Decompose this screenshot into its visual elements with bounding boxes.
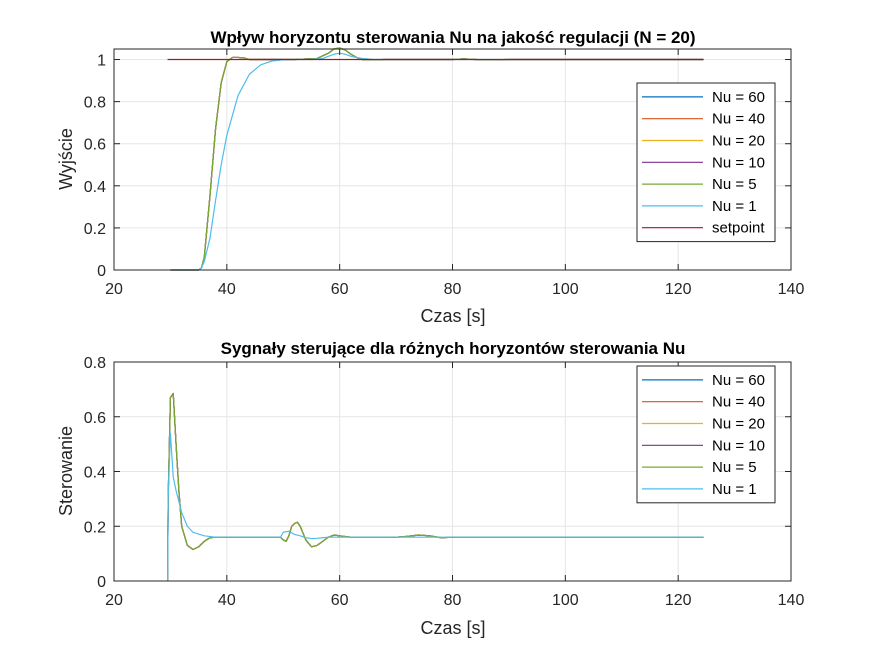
output-ticks: 20 40 60 80 100 120 140 0 0.2 0.4 0.6 0.8 1 — [84, 49, 805, 298]
control-x-axis-label: Czas [s] — [420, 618, 485, 638]
control-x-tick-label: 100 — [552, 592, 579, 609]
output-chart-title: Wpływ horyzontu sterowania Nu na jakość … — [210, 28, 695, 47]
output-x-tick-label: 20 — [105, 281, 123, 298]
output-y-tick-label: 1 — [97, 53, 106, 70]
control-y-tick-label: 0.8 — [84, 355, 106, 372]
control-legend[interactable]: Nu = 60 Nu = 40 Nu = 20 Nu = 10 Nu = 5 Nu = 1 — [636, 365, 776, 504]
control-x-tick-label: 80 — [444, 592, 462, 609]
output-x-axis-label: Czas [s] — [420, 306, 485, 326]
control-legend-label-nu-20: Nu = 20 — [712, 416, 765, 433]
control-ticks: 20 40 60 80 100 120 140 0 0.2 0.4 0.6 0.8 — [84, 355, 805, 609]
control-x-tick-label: 60 — [331, 592, 349, 609]
output-legend-label-nu-1: Nu = 1 — [712, 198, 757, 215]
control-legend-label-nu-40: Nu = 40 — [712, 394, 765, 411]
output-legend-label-nu-60: Nu = 60 — [712, 89, 765, 106]
control-series-group — [167, 392, 704, 582]
output-y-axis-label: Wyjście — [56, 128, 76, 190]
output-x-tick-label: 100 — [552, 281, 579, 298]
output-legend-label-setpoint: setpoint — [712, 220, 765, 237]
output-x-tick-label: 40 — [218, 281, 236, 298]
output-y-tick-label: 0.2 — [84, 221, 106, 238]
output-x-tick-label: 60 — [331, 281, 349, 298]
control-x-tick-label: 140 — [778, 592, 805, 609]
control-series-line-nu-5 — [167, 392, 704, 582]
output-y-tick-label: 0.8 — [84, 95, 106, 112]
output-legend[interactable]: Nu = 60 Nu = 40 Nu = 20 Nu = 10 Nu = 5 Nu = 1… — [636, 82, 776, 243]
control-y-tick-label: 0.4 — [84, 465, 106, 482]
control-x-tick-label: 120 — [665, 592, 692, 609]
control-series-line-nu-1 — [167, 432, 704, 582]
output-subplot: Wpływ horyzontu sterowania Nu na jakość … — [56, 28, 804, 326]
control-legend-label-nu-60: Nu = 60 — [712, 372, 765, 389]
control-legend-label-nu-5: Nu = 5 — [712, 459, 757, 476]
control-legend-box — [636, 365, 776, 504]
output-x-tick-label: 80 — [444, 281, 462, 298]
output-legend-label-nu-10: Nu = 10 — [712, 154, 765, 171]
output-y-tick-label: 0 — [97, 263, 106, 280]
control-y-tick-label: 0.2 — [84, 519, 106, 536]
control-y-tick-label: 0.6 — [84, 410, 106, 427]
control-chart-title: Sygnały sterujące dla różnych horyzontów… — [221, 339, 686, 358]
control-x-tick-label: 40 — [218, 592, 236, 609]
control-y-axis-label: Sterowanie — [56, 426, 76, 516]
control-x-tick-label: 20 — [105, 592, 123, 609]
control-legend-label-nu-10: Nu = 10 — [712, 437, 765, 454]
output-legend-label-nu-20: Nu = 20 — [712, 133, 765, 150]
control-y-tick-label: 0 — [97, 574, 106, 591]
control-legend-label-nu-1: Nu = 1 — [712, 481, 757, 498]
control-subplot: Sygnały sterujące dla różnych horyzontów… — [56, 339, 804, 638]
output-legend-label-nu-40: Nu = 40 — [712, 111, 765, 128]
output-y-tick-label: 0.6 — [84, 137, 106, 154]
output-legend-label-nu-5: Nu = 5 — [712, 176, 757, 193]
output-x-tick-label: 120 — [665, 281, 692, 298]
output-y-tick-label: 0.4 — [84, 179, 106, 196]
output-x-tick-label: 140 — [778, 281, 805, 298]
